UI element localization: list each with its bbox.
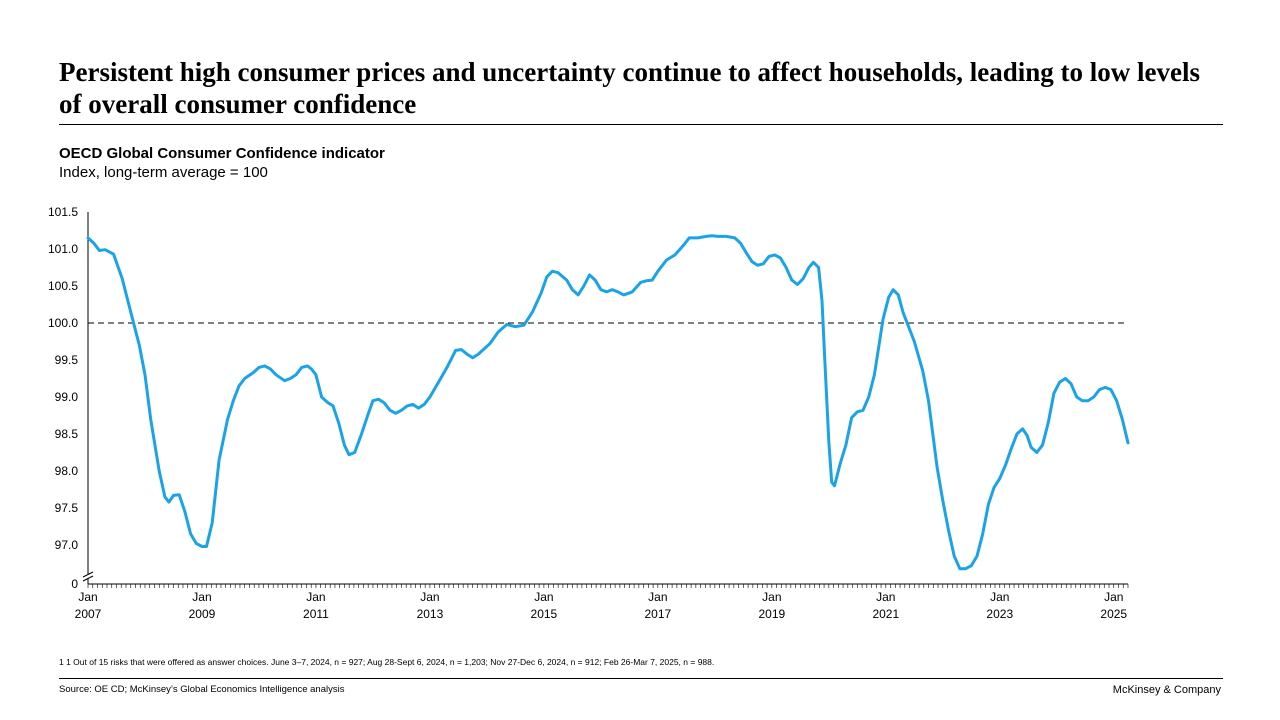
y-tick-label: 101.0 <box>48 242 78 256</box>
x-tick-month: Jan <box>1104 590 1123 604</box>
x-tick-month: Jan <box>306 590 325 604</box>
y-tick-label: 100.0 <box>48 316 78 330</box>
x-tick-year: 2015 <box>531 607 558 621</box>
y-tick-label: 101.5 <box>48 205 78 219</box>
x-tick-year: 2013 <box>417 607 444 621</box>
y-tick-label: 98.5 <box>55 427 79 441</box>
y-tick-label: 99.5 <box>55 353 79 367</box>
x-tick-month: Jan <box>990 590 1009 604</box>
source-note: Source: OE CD; McKinsey’s Global Economi… <box>59 684 345 695</box>
x-tick-month: Jan <box>648 590 667 604</box>
x-tick-month: Jan <box>534 590 553 604</box>
x-tick-year: 2025 <box>1100 607 1127 621</box>
footnote: 1 1 Out of 15 risks that were offered as… <box>59 657 715 667</box>
x-tick-year: 2017 <box>645 607 672 621</box>
axis-break-mark <box>82 575 94 582</box>
x-tick-month: Jan <box>420 590 439 604</box>
x-tick-year: 2009 <box>189 607 216 621</box>
x-axis: Jan 2007 Jan 2009 Jan 2011 Jan 2013 Jan 2015 Jan 20… <box>75 583 1129 621</box>
top-divider <box>59 124 1223 125</box>
x-tick-year: 2023 <box>986 607 1013 621</box>
brand-name: McKinsey & Company <box>1112 684 1221 696</box>
chart-title: OECD Global Consumer Confidence indicato… <box>59 145 385 162</box>
x-tick-year: 2007 <box>75 607 102 621</box>
x-tick-year: 2019 <box>758 607 785 621</box>
y-tick-label: 98.0 <box>55 464 79 478</box>
y-tick-label: 100.5 <box>48 279 78 293</box>
x-tick-month: Jan <box>876 590 895 604</box>
x-tick-month: Jan <box>78 590 97 604</box>
y-tick-label: 97.5 <box>55 501 79 515</box>
series-line-consumer-confidence <box>86 234 1130 571</box>
series-group <box>86 234 1130 571</box>
axis-break-mark <box>82 571 94 578</box>
y-tick-label: 97.0 <box>55 538 79 552</box>
x-tick-year: 2021 <box>872 607 899 621</box>
y-axis: 101.5 101.0 100.5 100.0 99.5 99.0 98.5 98.0 97.5… <box>48 205 94 591</box>
chart-subtitle: Index, long-term average = 100 <box>59 164 268 181</box>
bottom-divider <box>59 678 1223 679</box>
headline: Persistent high consumer prices and unce… <box>59 57 1200 119</box>
x-tick-year: 2011 <box>303 607 329 621</box>
x-tick-month: Jan <box>192 590 211 604</box>
y-tick-label: 99.0 <box>55 390 79 404</box>
x-tick-month: Jan <box>762 590 781 604</box>
y-zero-label: 0 <box>71 577 78 591</box>
